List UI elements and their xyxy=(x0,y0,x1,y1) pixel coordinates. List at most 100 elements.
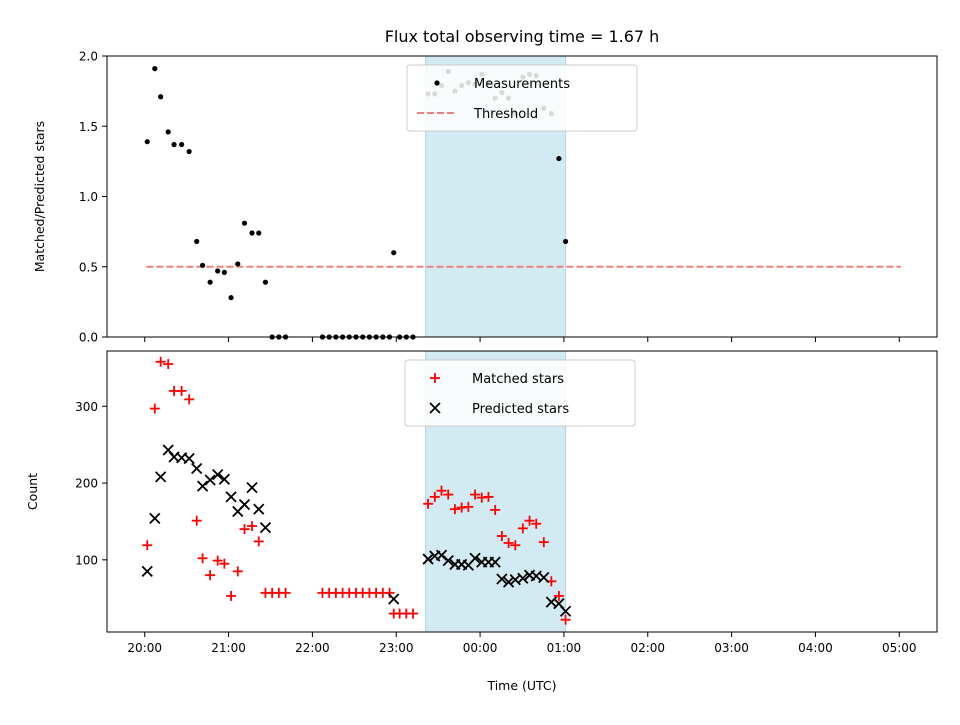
data-point xyxy=(191,515,202,526)
data-point xyxy=(149,403,160,414)
data-point xyxy=(196,480,209,492)
data-point xyxy=(408,608,419,619)
data-point xyxy=(253,536,264,547)
data-point xyxy=(247,521,258,532)
count-panel: 100 200 300 20:00 21:00 22:00 23:00 00:00 01:00 0… xyxy=(25,350,938,693)
marker-stroke xyxy=(218,473,231,485)
marker-stroke xyxy=(509,574,521,586)
marker-stroke xyxy=(196,480,209,492)
data-point xyxy=(256,230,262,236)
marker-stroke xyxy=(246,482,258,494)
marker-stroke xyxy=(553,597,565,610)
x-axis-label: Time (UTC) xyxy=(486,678,556,693)
data-point xyxy=(556,155,562,162)
data-point xyxy=(141,565,153,577)
legend-swatch-matched xyxy=(430,373,440,383)
y-tick-label: 0.0 xyxy=(79,331,98,345)
ratio-panel: 0.0 0.5 1.0 1.5 2.0 Matched/Predicted stars Me… xyxy=(32,50,938,345)
data-point xyxy=(238,498,251,511)
legend-swatch-measurements xyxy=(434,80,440,86)
marker-stroke xyxy=(538,571,550,584)
data-point xyxy=(171,141,177,148)
y-axis-label: Matched/Predicted stars xyxy=(32,121,47,272)
y-tick-label: 200 xyxy=(75,477,98,491)
data-point xyxy=(215,268,221,274)
data-point xyxy=(152,66,158,72)
marker-stroke xyxy=(388,593,400,605)
data-point xyxy=(194,238,200,245)
data-point xyxy=(490,504,501,515)
data-point xyxy=(262,279,269,285)
series-predicted-stars xyxy=(141,444,572,617)
data-point xyxy=(280,587,291,598)
data-point xyxy=(212,555,223,566)
legend-frame xyxy=(406,64,638,132)
x-tick-label: 01:00 xyxy=(547,641,582,655)
data-point xyxy=(158,94,164,100)
x-tick-label: 00:00 xyxy=(463,641,498,655)
data-point xyxy=(179,141,185,148)
data-point xyxy=(463,501,474,512)
data-point xyxy=(391,250,397,256)
data-point xyxy=(225,491,237,503)
data-point xyxy=(165,129,171,135)
data-point xyxy=(560,614,571,625)
data-point xyxy=(228,295,234,301)
chart-title: Flux total observing time = 1.67 h xyxy=(385,27,660,46)
data-point xyxy=(442,554,454,567)
marker-stroke xyxy=(469,552,481,564)
data-point xyxy=(449,504,460,515)
data-point xyxy=(496,531,507,542)
data-point xyxy=(176,385,187,396)
data-point xyxy=(142,540,153,551)
data-point xyxy=(469,552,481,564)
data-point xyxy=(155,471,167,483)
x-tick-label: 23:00 xyxy=(379,641,414,655)
x-tick-label: 03:00 xyxy=(714,641,749,655)
marker-stroke xyxy=(204,474,216,486)
data-point xyxy=(207,279,213,285)
legend: Matched stars Predicted stars xyxy=(404,359,636,427)
data-point xyxy=(197,553,208,564)
data-point xyxy=(553,590,564,601)
x-tick-label: 21:00 xyxy=(211,641,246,655)
marker-stroke xyxy=(259,521,272,534)
data-point xyxy=(538,571,550,584)
marker-stroke xyxy=(191,462,203,475)
data-point xyxy=(531,518,542,529)
data-point xyxy=(235,261,241,267)
data-point xyxy=(259,521,272,534)
y-tick-label: 2.0 xyxy=(79,50,98,64)
data-point xyxy=(191,462,203,475)
legend-label: Measurements xyxy=(474,77,570,92)
legend: Measurements Threshold xyxy=(406,64,638,132)
data-point xyxy=(246,482,258,494)
data-point xyxy=(221,269,227,275)
marker-stroke xyxy=(183,452,195,465)
data-point xyxy=(388,593,400,605)
data-point xyxy=(183,452,195,465)
marker-stroke xyxy=(422,553,434,565)
x-tick-label: 05:00 xyxy=(882,641,917,655)
data-point xyxy=(435,549,448,561)
marker-stroke xyxy=(502,576,515,588)
marker-stroke xyxy=(155,471,167,483)
data-point xyxy=(562,238,569,245)
data-point xyxy=(517,523,528,534)
y-tick-label: 300 xyxy=(75,400,98,414)
marker-stroke xyxy=(517,572,529,584)
marker-stroke xyxy=(496,573,508,585)
data-point xyxy=(489,556,501,568)
data-point xyxy=(204,474,216,486)
data-point xyxy=(524,515,535,526)
legend-label: Threshold xyxy=(473,107,538,122)
data-point xyxy=(149,512,161,525)
marker-stroke xyxy=(253,503,265,515)
legend-label: Predicted stars xyxy=(472,402,569,417)
marker-stroke xyxy=(429,402,441,414)
data-point xyxy=(155,356,166,367)
x-tick-label: 22:00 xyxy=(295,641,330,655)
data-point xyxy=(429,491,440,502)
data-point xyxy=(538,537,549,548)
marker-stroke xyxy=(559,605,572,617)
